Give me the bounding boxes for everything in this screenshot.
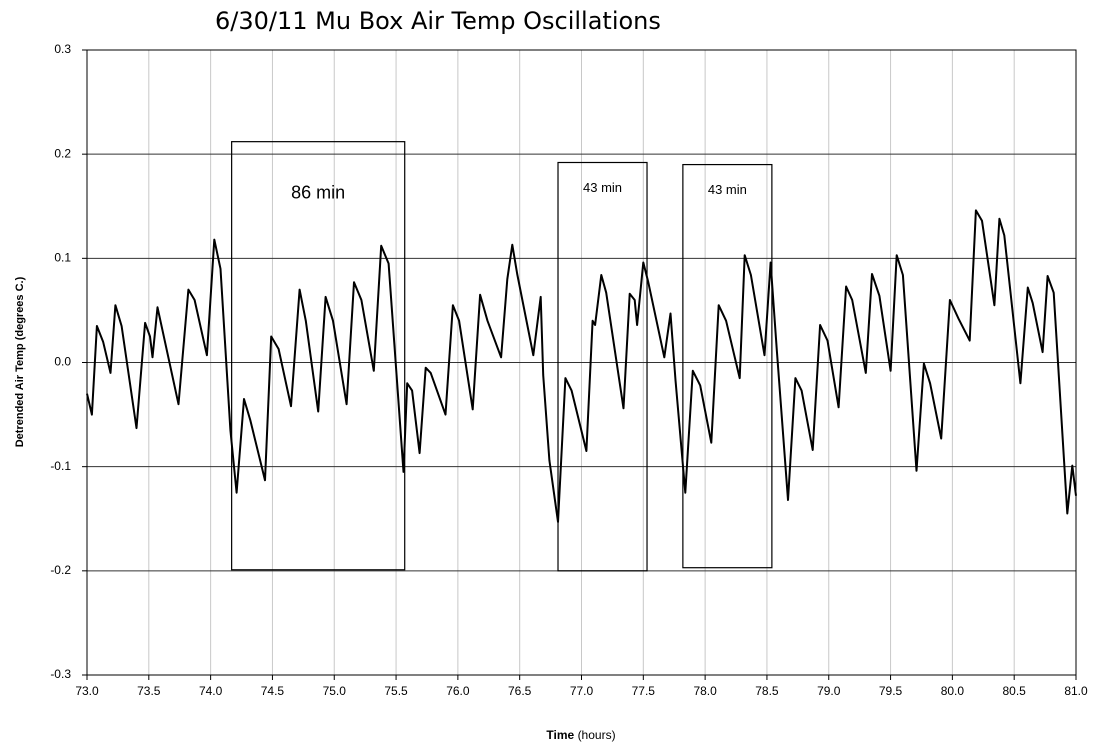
x-tick-label: 76.5 bbox=[508, 684, 532, 698]
annotation-box bbox=[557, 161, 648, 572]
y-tick-label: 0.2 bbox=[54, 146, 71, 160]
x-tick-label: 78.5 bbox=[755, 684, 779, 698]
y-tick-label: 0.1 bbox=[54, 251, 71, 265]
y-tick-label: -0.3 bbox=[50, 667, 71, 681]
x-tick-label: 80.0 bbox=[941, 684, 965, 698]
x-tick-label: 77.0 bbox=[570, 684, 594, 698]
x-tick-label: 81.0 bbox=[1064, 684, 1088, 698]
annotation-box bbox=[231, 141, 406, 571]
y-tick-label: 0.3 bbox=[54, 42, 71, 56]
x-tick-label: 78.0 bbox=[693, 684, 717, 698]
annotation-label: 86 min bbox=[291, 182, 345, 202]
y-axis-label: Detrended Air Temp (degrees C.) bbox=[14, 276, 26, 447]
y-tick-label: -0.1 bbox=[50, 459, 71, 473]
x-tick-label: 75.0 bbox=[323, 684, 347, 698]
x-tick-label: 74.0 bbox=[199, 684, 223, 698]
annotation-box bbox=[682, 163, 773, 569]
x-tick-label: 75.5 bbox=[384, 684, 408, 698]
x-tick-label: 74.5 bbox=[261, 684, 285, 698]
data-line bbox=[86, 209, 1077, 523]
x-axis-label: Time (hours) bbox=[546, 728, 615, 742]
y-tick-label: 0.0 bbox=[54, 355, 71, 369]
x-tick-label: 79.0 bbox=[817, 684, 841, 698]
chart-title: 6/30/11 Mu Box Air Temp Oscillations bbox=[215, 7, 661, 35]
x-tick-label: 73.0 bbox=[75, 684, 99, 698]
plot-border bbox=[86, 49, 1077, 676]
y-tick-label: -0.2 bbox=[50, 563, 71, 577]
x-tick-label: 73.5 bbox=[137, 684, 161, 698]
x-tick-label: 76.0 bbox=[446, 684, 470, 698]
x-axis-label-unit: (hours) bbox=[578, 728, 616, 742]
x-tick-label: 80.5 bbox=[1003, 684, 1027, 698]
annotation-label: 43 min bbox=[708, 182, 747, 197]
x-axis-label-bold: Time bbox=[546, 728, 574, 742]
x-tick-label: 77.5 bbox=[632, 684, 656, 698]
x-tick-label: 79.5 bbox=[879, 684, 903, 698]
annotation-label: 43 min bbox=[583, 180, 622, 195]
